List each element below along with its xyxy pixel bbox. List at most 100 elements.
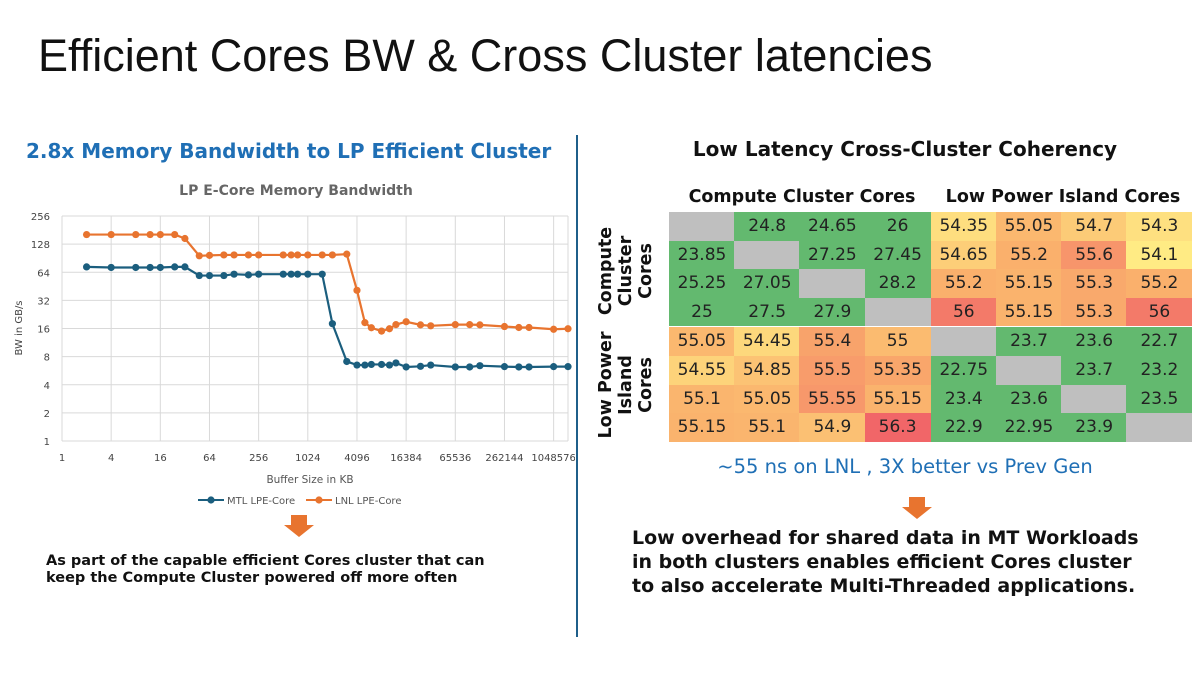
heatmap-cell: 55.4 [799,327,866,356]
data-point [181,234,189,243]
data-point [451,363,459,371]
data-point [156,230,164,239]
heatmap-cell: 54.3 [1126,212,1193,241]
data-point [255,270,263,278]
data-point [294,270,302,278]
y-tick-label: 8 [44,353,50,364]
data-point [146,230,154,239]
heatmap-cell: 55.2 [1126,269,1193,298]
data-point [392,359,400,367]
data-point [230,251,238,259]
data-point [476,362,484,370]
data-point [564,363,572,371]
heatmap-cell [930,327,997,356]
heatmap-cell: 55.1 [734,413,801,442]
data-point [244,271,253,279]
left-note-line: keep the Compute Cluster powered off mor… [46,570,458,586]
heatmap-cell: 27.9 [799,297,866,327]
data-point [107,263,115,272]
heatmap-cell: 22.75 [930,356,997,385]
data-point [205,271,214,280]
data-point [377,327,386,335]
data-point [171,263,179,271]
heatmap-cell: 23.2 [1126,356,1193,385]
data-point [279,251,287,259]
y-tick-label: 16 [37,325,50,336]
y-axis-label: BW in GB/s [14,300,25,355]
x-tick-label: 1024 [295,453,320,464]
x-tick-label: 4096 [344,453,369,464]
heatmap-cell: 22.7 [1126,327,1193,356]
heatmap-cell: 27.05 [734,269,801,298]
row-group-compute: Compute Cluster Cores [596,226,656,316]
heatmap-cell: 25 [669,297,735,327]
data-point [515,323,523,332]
data-point [146,263,154,272]
heatmap-cell: 22.9 [930,413,997,442]
legend-label: LNL LPE-Core [335,496,401,507]
data-point [402,318,410,326]
y-tick-label: 256 [31,212,50,223]
data-point [451,321,459,329]
heatmap-cell: 27.5 [734,297,801,327]
latency-note: ~55 ns on LNL , 3X better vs Prev Gen [717,455,1093,478]
heatmap-cell: 55.05 [996,212,1062,241]
data-point [564,325,572,333]
chart-title: LP E-Core Memory Bandwidth [179,183,413,199]
data-point [304,270,312,278]
x-tick-label: 65536 [439,453,471,464]
data-point [107,230,115,239]
data-point [550,363,558,371]
heatmap-cell [1061,384,1128,414]
data-point [328,251,336,259]
heatmap-cell: 23.6 [1061,327,1128,356]
vertical-divider [576,135,578,637]
data-point [244,251,253,259]
heatmap-cell: 55.6 [1061,240,1128,270]
data-point [318,251,326,259]
heatmap-cell: 27.25 [799,240,866,270]
data-point [343,357,351,366]
y-tick-label: 32 [37,296,50,307]
x-tick-label: 262144 [485,453,523,464]
data-point [195,252,203,260]
heatmap-cell: 23.6 [996,384,1062,414]
heatmap-cell [1126,413,1193,442]
data-point [550,325,558,333]
heatmap-cell: 23.9 [1061,413,1128,442]
y-tick-label: 64 [37,268,50,279]
legend-marker [207,496,215,504]
x-tick-label: 1 [59,453,65,464]
data-point [525,323,533,332]
data-point [287,270,295,278]
chart-legend: MTL LPE-Core LNL LPE-Core [198,496,401,507]
heatmap-cell: 55.15 [996,269,1062,298]
data-point [318,270,326,278]
y-tick-label: 1 [44,437,50,448]
heatmap-cell [734,240,801,270]
heatmap-cell: 55.35 [864,356,931,385]
data-point [416,362,425,370]
heatmap-cell: 54.65 [930,240,997,270]
right-note: Low overhead for shared data in MT Workl… [632,526,1192,598]
heatmap-cell: 23.7 [1061,356,1128,385]
bandwidth-line-chart: LP E-Core Memory Bandwidth 1 2 4 8 16 32 64 128… [14,183,575,507]
data-point [343,250,351,258]
column-group-compute: Compute Cluster Cores [688,187,916,207]
heatmap-cell: 54.7 [1061,212,1128,241]
heatmap-cell: 55.55 [799,384,866,414]
data-point [82,230,91,239]
heatmap-cell: 55.15 [996,297,1062,327]
right-note-line: to also accelerate Multi-Threaded applic… [632,575,1136,597]
x-tick-label: 16384 [390,453,422,464]
x-axis-label: Buffer Size in KB [266,474,353,486]
data-point [328,320,336,328]
left-note: As part of the capable efficient Cores c… [46,553,566,587]
right-note-line: Low overhead for shared data in MT Workl… [632,527,1139,549]
data-point [361,361,369,369]
heatmap-cell [996,356,1062,385]
data-point [367,360,375,369]
data-point [500,322,509,331]
x-tick-label: 16 [154,453,167,464]
